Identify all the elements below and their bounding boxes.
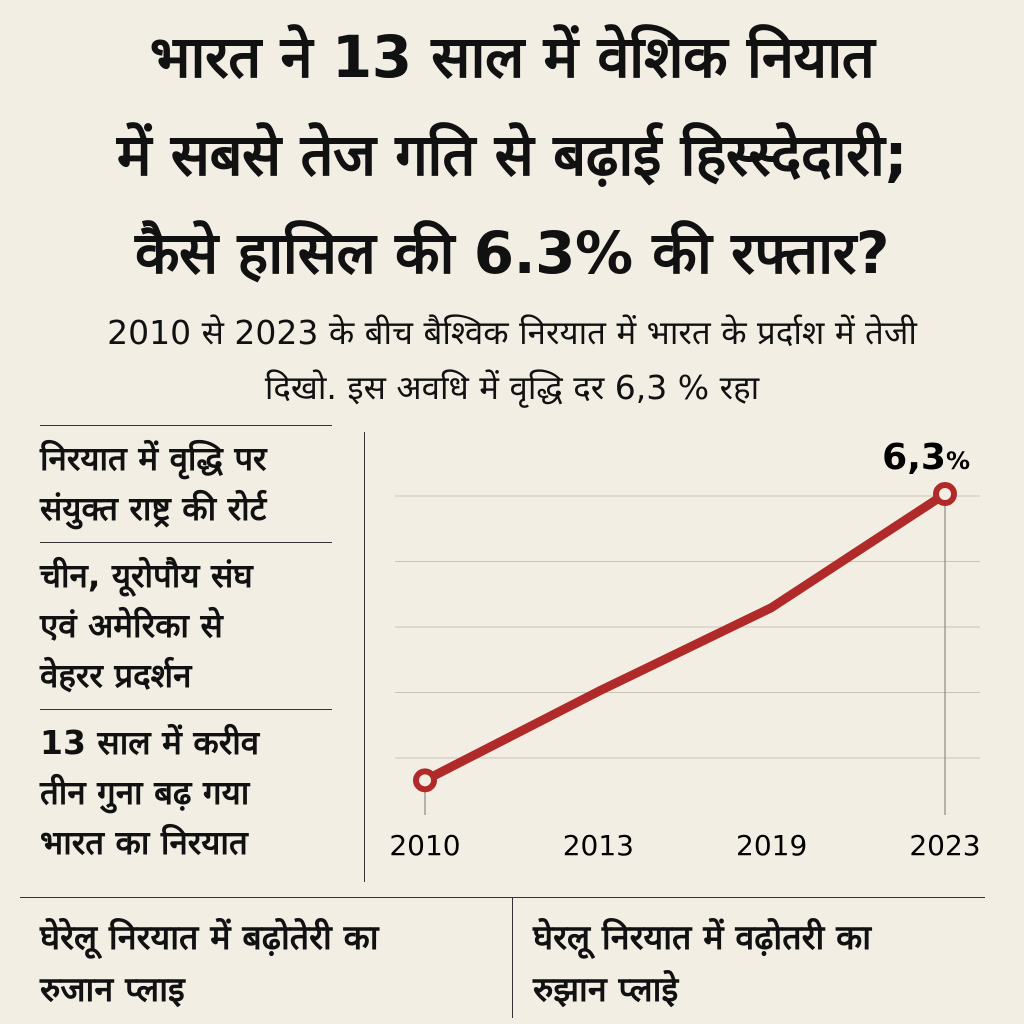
data-point-marker (413, 768, 437, 793)
x-tick-label: 2010 (389, 829, 460, 862)
column-divider (364, 432, 365, 882)
key-point-line: चीन, यूरोपौय संघ (40, 556, 253, 595)
key-point: चीन, यूरोपौय संघ एवं अमेरिका से वेहरर प्… (40, 543, 332, 709)
key-point-line: वेहरर प्रदर्शन (40, 656, 192, 695)
footer-left-line: रुजान प्लाइ (40, 970, 185, 1010)
line-chart: 6,3% 2010 2013 2019 2023 (389, 437, 980, 862)
series-line (420, 489, 950, 785)
key-point-line: तीन गुना बढ़ गया (40, 773, 250, 812)
footer-divider (512, 898, 513, 1018)
key-points: निरयात में वृद्धि पर संयुक्त राष्ट्र की … (40, 425, 332, 876)
key-point-line: संयुक्त राष्ट्र की रोर्ट (40, 489, 267, 528)
footer-left: घेरेलू निरयात में बढ़ोतेरी का रुजान प्ला… (40, 912, 379, 1016)
markers (413, 482, 957, 793)
x-tick-label: 2019 (736, 829, 807, 862)
footer-left-line: घेरेलू निरयात में बढ़ोतेरी का (40, 918, 379, 958)
divider (40, 425, 332, 426)
key-point-line: भारत का निरयात (40, 823, 248, 862)
x-axis-ticks: 2010 2013 2019 2023 (389, 829, 980, 862)
x-tick-label: 2023 (909, 829, 980, 862)
footer-right-line: रुझान प्लाइे (533, 970, 679, 1010)
divider (40, 542, 332, 543)
subtitle: 2010 से 2023 के बीच बैश्विक निरयात में भ… (0, 305, 1024, 415)
end-value-unit: % (946, 447, 970, 475)
headline-line: में सबसे तेज गति से बढ़ाई हिस्स्देदारी; (116, 121, 908, 189)
footer: घेरेलू निरयात में बढ़ोतेरी का रुजान प्ला… (20, 897, 985, 1018)
gridlines (395, 494, 980, 815)
divider (40, 709, 332, 710)
footer-right-line: घेरलू निरयात में वढ़ोतरी का (533, 918, 872, 958)
end-value-label: 6,3% (882, 437, 970, 478)
key-point-line: 13 साल में करीव (40, 723, 260, 762)
key-point-line: निरयात में वृद्धि पर (40, 439, 267, 478)
subtitle-line: दिखो. इस अवधि में वृद्धि दर 6,3 % रहा (264, 368, 760, 407)
key-point: निरयात में वृद्धि पर संयुक्त राष्ट्र की … (40, 426, 332, 542)
key-point-line: एवं अमेरिका से (40, 606, 223, 645)
headline-line: भारत ने 13 साल में वेशिक नियात (149, 23, 875, 91)
headline: भारत ने 13 साल में वेशिक नियात में सबसे … (0, 8, 1024, 302)
footer-right: घेरलू निरयात में वढ़ोतरी का रुझान प्लाइे (533, 912, 871, 1016)
key-point: 13 साल में करीव तीन गुना बढ़ गया भारत का… (40, 710, 332, 876)
data-point-marker (933, 482, 957, 506)
end-value: 6,3 (882, 437, 946, 478)
x-tick-label: 2013 (563, 829, 634, 862)
headline-line: कैसे हासिल की 6.3% की रफ्तार? (134, 219, 890, 287)
subtitle-line: 2010 से 2023 के बीच बैश्विक निरयात में भ… (107, 313, 917, 352)
